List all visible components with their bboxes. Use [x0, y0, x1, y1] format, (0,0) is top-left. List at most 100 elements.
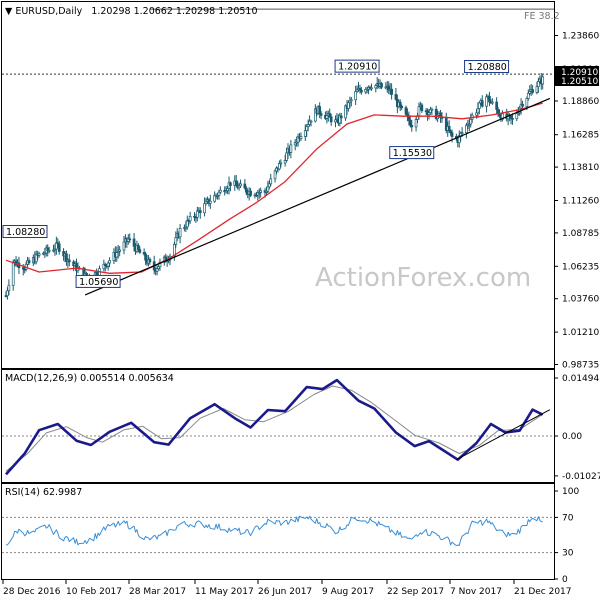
date-tick-label: 21 Dec 2017 — [514, 587, 572, 597]
candle-body — [243, 183, 247, 189]
annotation-box — [464, 60, 510, 74]
candle-body — [430, 108, 434, 111]
candle-body — [11, 261, 15, 286]
candle-body — [475, 112, 478, 116]
moving-average-line — [5, 102, 543, 274]
macd-tick-label: 0.00 — [562, 432, 582, 442]
candle-body — [450, 132, 454, 137]
candle-body — [476, 108, 480, 114]
candle-body — [229, 182, 232, 186]
candle-body — [531, 89, 534, 93]
rsi-panel-frame — [1, 483, 555, 580]
price-tick-label: 1.01210 — [562, 328, 599, 338]
candle-body — [414, 119, 418, 128]
candle-body — [289, 144, 293, 153]
candle-body — [521, 103, 524, 107]
candle-body — [106, 262, 110, 267]
support-trendline — [84, 97, 551, 296]
candle-body — [398, 101, 402, 107]
macd-main-line — [5, 378, 544, 476]
candle-body — [480, 100, 484, 107]
candle-body — [404, 107, 408, 115]
candle-body — [354, 91, 357, 101]
macd-panel-frame — [1, 369, 555, 483]
macd-tick-label: 0.014945 — [562, 374, 600, 384]
candle-body — [283, 160, 287, 164]
macd-signal-line — [5, 385, 543, 472]
price-tick-label: 1.23860 — [562, 32, 599, 42]
macd-axis: 0.014945 0.00 -0.010271 — [554, 374, 600, 482]
candle-body — [349, 99, 353, 102]
candle-body — [138, 249, 142, 253]
collapse-triangle-icon[interactable]: ▼ — [5, 6, 13, 17]
candle-body — [178, 227, 182, 238]
annotation-box — [75, 274, 121, 288]
candle-body — [67, 259, 71, 263]
date-tick-label: 10 Feb 2017 — [66, 587, 122, 597]
candle-body — [526, 92, 530, 99]
price-tick-label: 1.11260 — [562, 196, 599, 206]
candle-body — [259, 190, 263, 193]
candle-body — [115, 252, 119, 258]
candle-body — [239, 183, 242, 187]
candle-body — [37, 253, 41, 256]
candle-body — [266, 186, 270, 192]
trendline-segment — [84, 97, 551, 296]
price-panel-frame — [1, 1, 555, 369]
symbol-label: EURUSD,Daily — [15, 6, 82, 17]
price-tick-label: 1.16285 — [562, 131, 599, 141]
candle-body — [234, 180, 238, 186]
rsi-label: RSI(14) 62.9987 — [5, 487, 82, 498]
candle-body — [188, 216, 192, 222]
candle-body — [309, 120, 313, 123]
candle-body — [394, 94, 398, 100]
price-candles — [4, 73, 545, 300]
candle-body — [417, 106, 421, 117]
current-price-tag-bottom — [555, 75, 599, 86]
annotation-box — [334, 59, 380, 73]
candle-body — [390, 88, 393, 95]
candle-body — [128, 238, 132, 241]
rsi-line — [2, 515, 554, 554]
candle-body — [267, 183, 271, 188]
candle-body — [132, 238, 136, 247]
date-tick-label: 7 Nov 2017 — [450, 587, 502, 597]
date-axis: 28 Dec 2016 10 Feb 2017 28 Mar 2017 11 May … — [2, 580, 572, 597]
watermark: ActionForex.com — [315, 263, 531, 293]
candle-body — [325, 115, 329, 119]
rsi-line-path — [5, 515, 543, 547]
candle-body — [47, 250, 51, 252]
candle-body — [249, 190, 252, 196]
candle-body — [303, 130, 307, 137]
date-tick-label: 11 May 2017 — [195, 587, 254, 597]
candle-body — [329, 116, 333, 123]
fe-label: FE 38.2 — [524, 11, 560, 22]
candle-body — [196, 210, 199, 218]
candle-body — [400, 105, 404, 108]
candle-body — [122, 241, 126, 251]
candle-body — [478, 102, 481, 109]
candle-body — [198, 210, 202, 214]
current-price-top: 1.20910 — [561, 68, 598, 78]
candle-body — [501, 113, 504, 120]
candle-body — [535, 86, 539, 93]
date-tick-label: 26 Jun 2017 — [258, 587, 312, 597]
rsi-tick-label: 70 — [562, 513, 574, 523]
candle-body — [488, 96, 491, 103]
macd-label: MACD(12,26,9) 0.005514 0.005634 — [5, 373, 174, 384]
candle-body — [208, 200, 212, 204]
candle-body — [7, 284, 11, 292]
price-tick-label: 0.98735 — [562, 361, 599, 371]
candle-body — [118, 249, 122, 252]
candle-body — [144, 253, 147, 261]
candle-body — [158, 261, 162, 268]
candle-body — [495, 101, 498, 110]
candle-body — [279, 162, 283, 165]
moving-average — [5, 102, 543, 274]
candle-body — [318, 106, 322, 114]
candle-body — [525, 98, 529, 107]
annotation-label: 1.20880 — [468, 62, 507, 73]
candle-body — [541, 76, 545, 85]
price-tick-label: 1.18860 — [562, 97, 599, 107]
